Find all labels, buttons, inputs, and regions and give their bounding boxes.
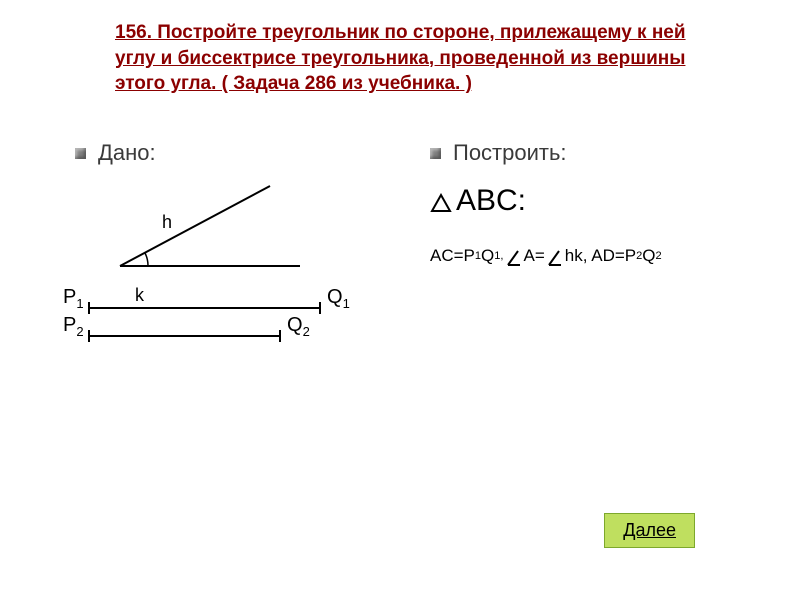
angle-svg — [100, 176, 300, 286]
triangle-abc: ABC: — [430, 184, 790, 218]
angle-icon — [547, 249, 563, 267]
segment-row-2: P2 Q2 — [65, 316, 405, 344]
angle-diagram: h — [100, 176, 300, 286]
next-button[interactable]: Далее — [604, 513, 695, 548]
left-column: Дано: h P1 k Q1 P2 — [75, 140, 405, 344]
seg2-left-label: P2 — [63, 314, 84, 339]
slide-title: 156. Постройте треугольник по стороне, п… — [115, 20, 705, 97]
bullet-icon — [430, 148, 441, 159]
given-heading: Дано: — [98, 140, 156, 166]
seg1-left-label: P1 — [63, 286, 84, 311]
bullet-icon — [75, 148, 86, 159]
given-heading-row: Дано: — [75, 140, 405, 166]
angle-h-label: h — [162, 212, 172, 233]
segment-row-1: P1 k Q1 — [65, 288, 405, 316]
seg2-right-label: Q2 — [287, 314, 310, 339]
right-column: Построить: ABC: AC=P1Q1, A= hk, AD=P2Q 2 — [430, 140, 790, 266]
seg1-right-label: Q1 — [327, 286, 350, 311]
angle-icon — [506, 249, 522, 267]
build-heading-row: Построить: — [430, 140, 790, 166]
seg2-svg — [87, 328, 282, 344]
triangle-label: ABC: — [456, 184, 526, 218]
triangle-icon — [430, 193, 452, 213]
build-heading: Построить: — [453, 140, 567, 166]
condition-line: AC=P1Q1, A= hk, AD=P2Q 2 — [430, 246, 790, 266]
